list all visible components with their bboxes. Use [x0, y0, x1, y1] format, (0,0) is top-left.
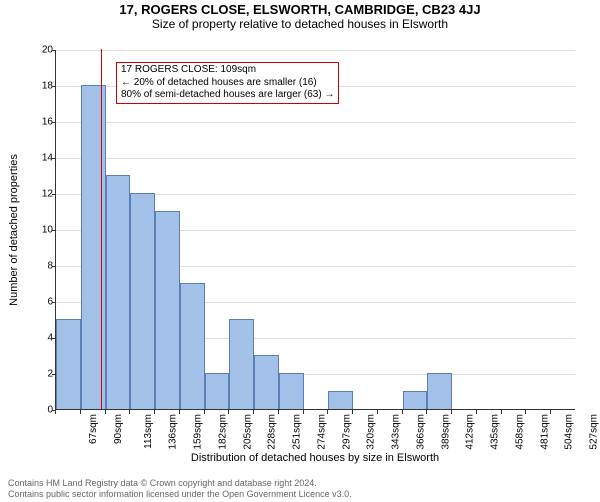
x-tick-label: 113sqm	[142, 414, 153, 449]
x-tick-label: 504sqm	[564, 414, 575, 450]
histogram-bar	[279, 373, 304, 409]
x-tick-label: 343sqm	[391, 414, 402, 450]
y-axis-label: Number of detached properties	[8, 154, 20, 306]
annotation-line: 80% of semi-detached houses are larger (…	[121, 89, 334, 102]
histogram-bar	[56, 319, 81, 409]
footer-line-2: Contains public sector information licen…	[8, 489, 352, 500]
x-axis-label: Distribution of detached houses by size …	[55, 452, 575, 464]
x-tick-label: 90sqm	[113, 414, 124, 444]
annotation-line: 17 ROGERS CLOSE: 109sqm	[121, 64, 334, 77]
x-tick-label: 274sqm	[316, 414, 327, 450]
x-tick-label: 182sqm	[217, 414, 228, 450]
x-tick-label: 458sqm	[515, 414, 526, 450]
attribution-footer: Contains HM Land Registry data © Crown c…	[8, 478, 352, 500]
x-tick-label: 481sqm	[539, 414, 550, 450]
annotation-box: 17 ROGERS CLOSE: 109sqm← 20% of detached…	[116, 62, 339, 104]
x-tick-label: 205sqm	[242, 414, 253, 450]
footer-line-1: Contains HM Land Registry data © Crown c…	[8, 478, 352, 489]
x-tick-label: 297sqm	[341, 414, 352, 450]
histogram-bar	[180, 283, 205, 409]
chart-title: 17, ROGERS CLOSE, ELSWORTH, CAMBRIDGE, C…	[0, 2, 600, 17]
histogram-bar	[155, 211, 180, 409]
bars-container	[56, 50, 575, 409]
chart-plot-area: 17 ROGERS CLOSE: 109sqm← 20% of detached…	[55, 50, 575, 410]
chart-subtitle: Size of property relative to detached ho…	[0, 17, 600, 31]
x-tick-label: 412sqm	[465, 414, 476, 450]
x-tick-label: 389sqm	[440, 414, 451, 450]
histogram-bar	[403, 391, 428, 409]
x-tick-label: 136sqm	[168, 414, 179, 450]
histogram-bar	[229, 319, 254, 409]
x-tick-label: 435sqm	[490, 414, 501, 450]
x-tick-label: 67sqm	[88, 414, 99, 444]
annotation-line: ← 20% of detached houses are smaller (16…	[121, 77, 334, 90]
x-tick-label: 159sqm	[193, 414, 204, 450]
y-tick-labels: 02468101214161820	[38, 50, 53, 410]
x-tick-label: 366sqm	[415, 414, 426, 450]
histogram-bar	[427, 373, 452, 409]
histogram-bar	[254, 355, 279, 409]
histogram-bar	[328, 391, 353, 409]
x-tick-label: 320sqm	[366, 414, 377, 450]
reference-line	[101, 49, 102, 409]
x-tick-label: 228sqm	[267, 414, 278, 450]
histogram-bar	[130, 193, 155, 409]
histogram-bar	[205, 373, 230, 409]
x-tick-label: 527sqm	[589, 414, 600, 450]
x-tick-label: 251sqm	[292, 414, 303, 450]
histogram-bar	[106, 175, 131, 409]
